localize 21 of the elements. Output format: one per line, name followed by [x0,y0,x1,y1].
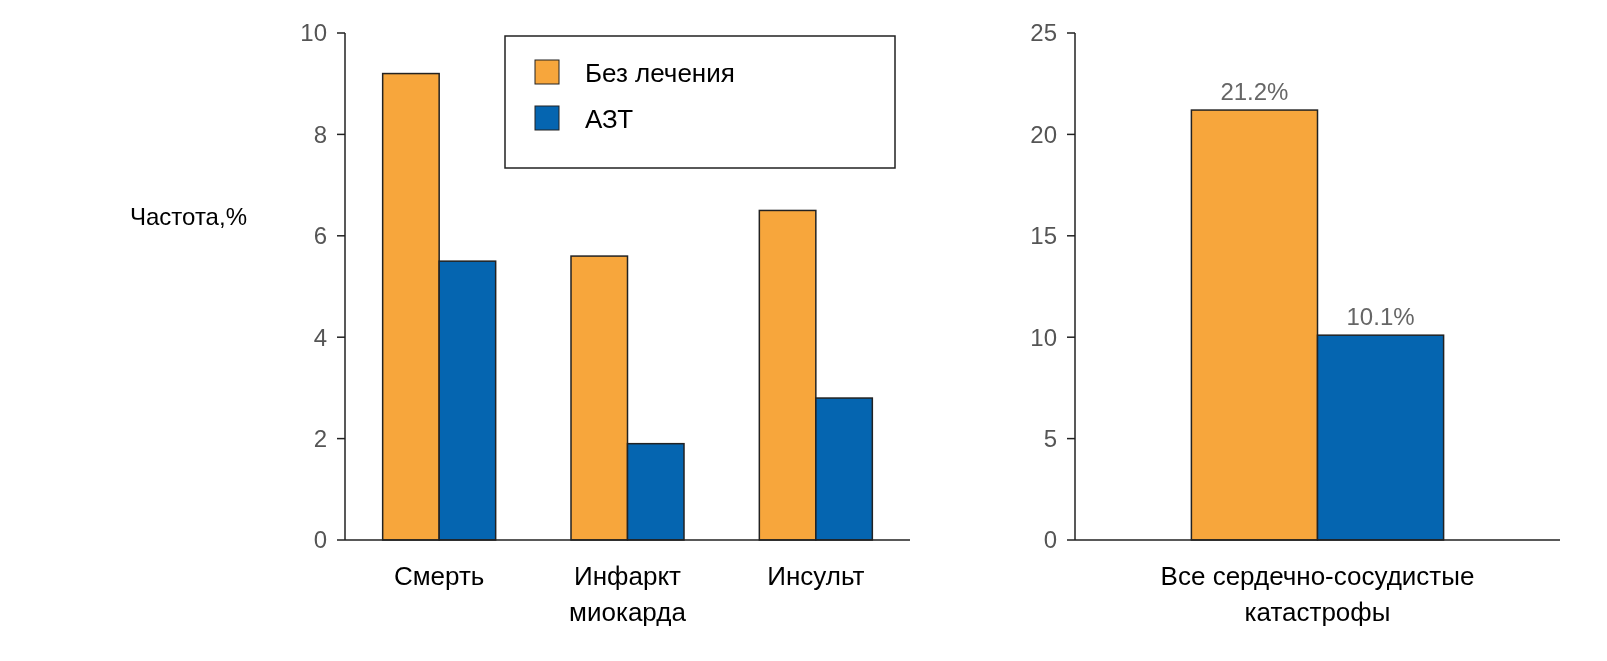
x-tick-label: Инсульт [767,561,865,591]
x-tick-label: Смерть [393,561,485,591]
y-tick-label: 0 [313,526,327,554]
legend-label: АЗТ [585,104,634,134]
legend-label: Без лечения [585,58,735,88]
y-axis-title: Частота,% [130,203,247,230]
y-tick-label: 6 [313,222,327,250]
y-tick-label: 8 [313,120,327,148]
y-tick-label: 20 [1030,120,1057,148]
x-tick-label: Инфаркт миокарда [569,561,687,627]
y-tick-label: 25 [1030,19,1057,47]
y-tick-label: 0 [1043,526,1057,554]
x-tick-label: Все сердечно-сосудистые катастрофы [1160,561,1475,627]
data-label: 21.2% [1220,78,1289,106]
y-tick-label: 5 [1043,425,1057,452]
y-tick-label: 10 [300,19,327,47]
y-tick-label: 15 [1030,222,1057,250]
y-tick-label: 4 [313,323,327,351]
y-tick-label: 10 [1030,323,1057,351]
data-label: 10.1% [1346,303,1415,331]
y-tick-label: 2 [313,425,327,452]
